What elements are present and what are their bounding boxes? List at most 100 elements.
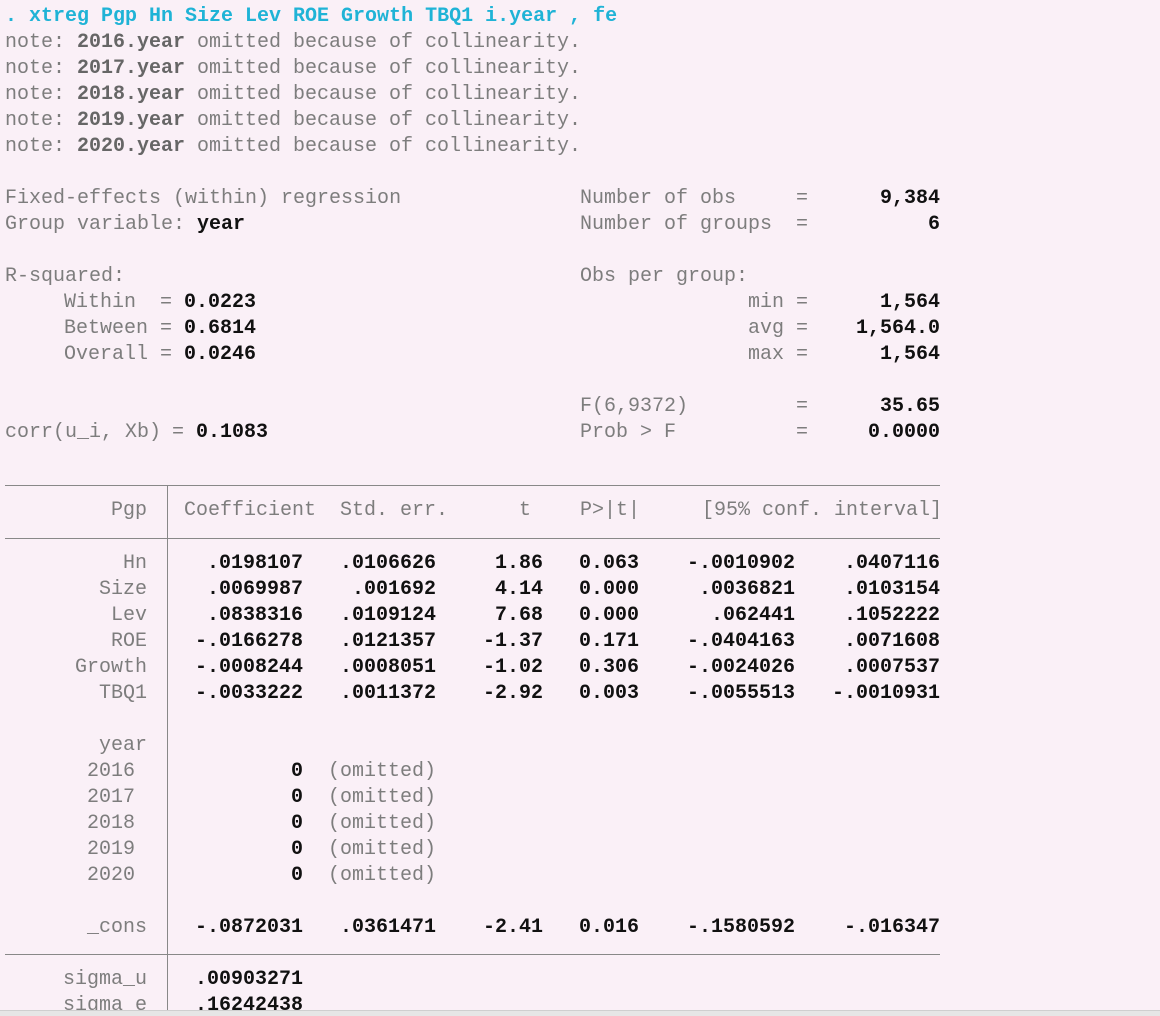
level-label: 2016 [86, 760, 135, 783]
cell: .0103154 [843, 578, 940, 601]
cell: -2.41 [482, 916, 543, 939]
scrollbar[interactable] [0, 1010, 1160, 1016]
command: . xtreg Pgp Hn Size Lev ROE Growth TBQ1 … [5, 5, 618, 28]
row-label: Hn [122, 552, 147, 575]
cell: 0.171 [578, 630, 639, 653]
cell: 4.14 [494, 578, 543, 601]
cell: -.0404163 [686, 630, 795, 653]
group-stat-label: min [747, 291, 784, 314]
cell: 0 [290, 786, 303, 809]
eq: = [796, 291, 809, 314]
cell: .0109124 [339, 604, 436, 627]
r-squared: R-squared: [5, 265, 126, 288]
note-label: note: [5, 57, 66, 80]
cell: -.0024026 [686, 656, 795, 679]
level-label: 2018 [86, 812, 135, 835]
prob-value: 0.0000 [867, 421, 940, 444]
note-var: 2016.year [77, 31, 186, 54]
cell: .0071608 [843, 630, 940, 653]
note-var: 2018.year [77, 83, 186, 106]
corr-value: 0.1083 [196, 421, 269, 444]
eq: = [796, 343, 809, 366]
column-header: P>|t| [580, 499, 641, 522]
stat-value: 6 [927, 213, 940, 236]
model: Fixed-effects (within) regression [5, 187, 402, 210]
column-header: Std. err. [340, 499, 449, 522]
row-label: Lev [110, 604, 147, 627]
omitted: (omitted) [328, 812, 437, 835]
eq: = [796, 421, 809, 444]
cell: 0 [290, 864, 303, 887]
obs-per-group: Obs per group: [580, 265, 749, 288]
eq: = [160, 343, 173, 366]
omitted: (omitted) [328, 838, 437, 861]
cell: .0007537 [843, 656, 940, 679]
cell: -.0033222 [194, 682, 303, 705]
group-stat-value: 1,564 [879, 291, 940, 314]
row-label: Growth [74, 656, 147, 679]
eq: = [160, 291, 173, 314]
r2-label: Overall [64, 343, 149, 366]
omitted: (omitted) [328, 864, 437, 887]
cell: 0.003 [578, 682, 639, 705]
level-label: 2017 [86, 786, 135, 809]
level-label: 2019 [86, 838, 135, 861]
stat-value: 9,384 [879, 187, 940, 210]
note-text: omitted because of collinearity. [197, 135, 582, 158]
note-text: omitted because of collinearity. [197, 31, 582, 54]
row-label: ROE [110, 630, 147, 653]
column-header: t [518, 499, 531, 522]
corr-label: corr(u_i, Xb) [5, 421, 162, 444]
omitted: (omitted) [328, 786, 437, 809]
cell: 0 [290, 760, 303, 783]
cell: -.0166278 [194, 630, 303, 653]
row-label: Size [98, 578, 147, 601]
omitted: (omitted) [328, 760, 437, 783]
cell: .0011372 [339, 682, 436, 705]
note-var: 2020.year [77, 135, 186, 158]
stat-label: Number of groups [580, 213, 773, 236]
rule [5, 954, 940, 955]
eq: = [796, 213, 809, 236]
cell: -1.37 [482, 630, 543, 653]
cell: 0.063 [578, 552, 639, 575]
f-label: F(6,9372) [580, 395, 689, 418]
factor-label: year [98, 734, 147, 757]
row-label: _cons [86, 916, 147, 939]
group-stat-label: max [747, 343, 784, 366]
group-stat-label: avg [747, 317, 784, 340]
eq: = [796, 187, 809, 210]
note-label: note: [5, 31, 66, 54]
cell: .0036821 [698, 578, 795, 601]
divider [167, 485, 168, 1016]
cell: .0361471 [339, 916, 436, 939]
cell: .001692 [351, 578, 436, 601]
cell: .0838316 [206, 604, 303, 627]
rule [5, 485, 940, 486]
cell: -.0055513 [686, 682, 795, 705]
cell: .0121357 [339, 630, 436, 653]
group-var: year [197, 213, 246, 236]
cell: .0069987 [206, 578, 303, 601]
group-stat-value: 1,564.0 [855, 317, 940, 340]
cell: 0 [290, 838, 303, 861]
r2-value: 0.0223 [184, 291, 257, 314]
cell: -.0872031 [194, 916, 303, 939]
note-label: note: [5, 83, 66, 106]
cell: -.0010931 [831, 682, 940, 705]
cell: .0008051 [339, 656, 436, 679]
eq: = [796, 317, 809, 340]
note-text: omitted because of collinearity. [197, 57, 582, 80]
cell: -2.92 [482, 682, 543, 705]
cell: 1.86 [494, 552, 543, 575]
cell: .0106626 [339, 552, 436, 575]
cell: -1.02 [482, 656, 543, 679]
cell: .062441 [710, 604, 795, 627]
group-stat-value: 1,564 [879, 343, 940, 366]
level-label: 2020 [86, 864, 135, 887]
cell: .0407116 [843, 552, 940, 575]
note-var: 2019.year [77, 109, 186, 132]
cell: 0 [290, 812, 303, 835]
note-label: note: [5, 135, 66, 158]
